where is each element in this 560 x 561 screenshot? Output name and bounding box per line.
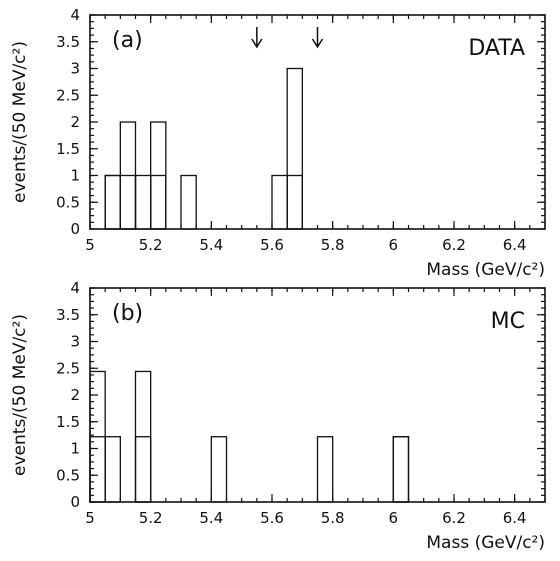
histogram-bar <box>271 174 288 230</box>
y-tick-label: 1.5 <box>56 140 80 158</box>
chart-panel-a: 5 5.2 5.4 5.6 5.8 6 6.2 6.4 0 0.5 1 1.5 2 2.5 3 3.5 4 Mas… <box>10 6 546 280</box>
x-tick-label: 5.4 <box>199 236 223 254</box>
x-tick-label: 6 <box>389 236 399 254</box>
hatched-bar <box>286 174 303 230</box>
x-tick-label: 5.8 <box>321 236 345 254</box>
y-tick-label: 4 <box>70 279 80 297</box>
y-tick-label: 2 <box>70 113 80 131</box>
y-axis-label: events/(50 MeV/c²) <box>10 41 30 203</box>
panel-tag: MC <box>491 309 525 334</box>
y-tick-label: 0.5 <box>56 193 80 211</box>
hatched-bar <box>89 436 106 503</box>
y-tick-label: 4 <box>70 6 80 24</box>
histogram-bar <box>180 174 197 230</box>
x-axis-label: Mass (GeV/c²) <box>426 533 545 553</box>
y-tick-label: 0 <box>70 220 80 238</box>
y-tick-label: 2 <box>70 386 80 404</box>
histogram-bar <box>392 436 410 503</box>
y-tick-label: 2.5 <box>56 359 80 377</box>
x-tick-label: 6 <box>389 509 399 527</box>
x-tick-label: 5.2 <box>139 509 163 527</box>
panel-label: (a) <box>112 28 143 53</box>
mass-window-arrow <box>311 27 324 49</box>
y-tick-label: 1.5 <box>56 413 80 431</box>
x-tick-label: 6.2 <box>442 236 466 254</box>
hatched-bar <box>392 436 410 503</box>
hatched-bar <box>104 174 121 230</box>
y-tick-label: 1 <box>70 440 80 458</box>
histogram-bar <box>286 67 303 230</box>
histogram-bar <box>134 174 152 230</box>
y-tick-label: 3 <box>70 333 80 351</box>
x-tick-label: 5.4 <box>199 509 223 527</box>
x-tick-label: 6.2 <box>442 509 466 527</box>
y-tick-label: 3.5 <box>56 33 80 51</box>
mass-window-arrow <box>251 27 263 49</box>
x-tick-label: 6.4 <box>503 236 527 254</box>
y-tick-label: 2.5 <box>56 86 80 104</box>
y-tick-label: 1 <box>70 167 80 185</box>
histogram-bar <box>210 436 228 503</box>
x-tick-label: 5.8 <box>321 509 345 527</box>
x-tick-label: 5 <box>85 236 95 254</box>
y-tick-label: 3.5 <box>56 306 80 324</box>
histogram-bar <box>104 436 121 503</box>
hatched-bar <box>134 436 152 503</box>
chart-panel-b: 5 5.2 5.4 5.6 5.8 6 6.2 6.4 0 0.5 1 1.5 2 2.5 3 3.5 4 Mas… <box>10 279 546 553</box>
x-tick-label: 5.2 <box>139 236 163 254</box>
hatched-bar <box>119 174 137 230</box>
histogram-bar <box>104 174 121 230</box>
x-tick-label: 5 <box>85 509 95 527</box>
x-axis-label: Mass (GeV/c²) <box>426 260 545 280</box>
y-axis-label: events/(50 MeV/c²) <box>10 314 30 476</box>
y-tick-label: 0.5 <box>56 466 80 484</box>
y-tick-label: 0 <box>70 493 80 511</box>
x-tick-label: 5.6 <box>260 509 284 527</box>
hatched-bar <box>150 174 167 230</box>
panel-tag: DATA <box>468 36 525 61</box>
histogram-bar <box>316 436 334 503</box>
x-tick-label: 6.4 <box>503 509 527 527</box>
panel-label: (b) <box>112 301 143 326</box>
x-tick-label: 5.6 <box>260 236 284 254</box>
y-tick-label: 3 <box>70 60 80 78</box>
